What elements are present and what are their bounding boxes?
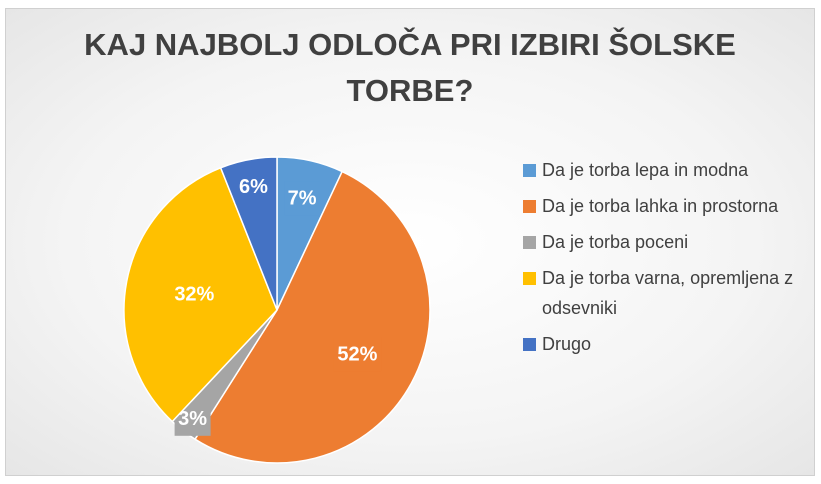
data-label-box (235, 169, 272, 204)
legend-swatch (523, 200, 536, 213)
legend-label: Drugo (542, 334, 592, 354)
legend-item: Da je torba lepa in modna (523, 155, 803, 185)
legend-item: Da je torba varna, opremljena z odsevnik… (523, 263, 803, 323)
data-label-box (170, 277, 219, 312)
data-label: 6% (239, 176, 268, 198)
legend-swatch (523, 236, 536, 249)
legend-swatch (523, 164, 536, 177)
data-label: 7% (288, 187, 317, 209)
data-label: 52% (337, 344, 377, 366)
data-label-box (284, 181, 321, 216)
legend-item: Da je torba lahka in prostorna (523, 191, 803, 221)
data-label: 32% (174, 284, 214, 306)
pie-slice (193, 170, 431, 464)
legend-item: Drugo (523, 329, 803, 359)
legend-label: Da je torba varna, opremljena z odsevnik… (542, 268, 794, 318)
legend-item: Da je torba poceni (523, 227, 803, 257)
legend-label: Da je torba lahka in prostorna (542, 196, 779, 216)
legend-label: Da je torba poceni (542, 232, 689, 252)
data-label: 3% (178, 408, 207, 430)
legend-label: Da je torba lepa in modna (542, 160, 749, 180)
legend-swatch (523, 272, 536, 285)
legend-swatch (523, 338, 536, 351)
legend: Da je torba lepa in modna Da je torba lah… (523, 155, 803, 365)
chart-title: KAJ NAJBOLJ ODLOČA PRI IZBIRI ŠOLSKE TOR… (84, 27, 736, 108)
data-label-box (333, 337, 382, 372)
